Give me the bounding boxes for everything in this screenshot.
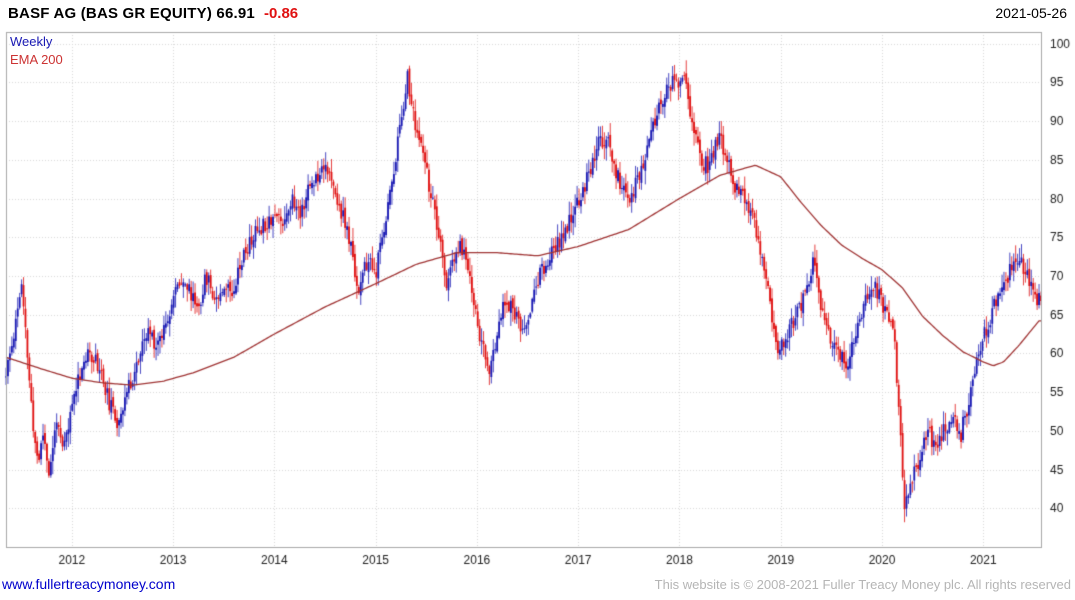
copyright-text: This website is © 2008-2021 Fuller Treac… [654, 577, 1071, 592]
page-footer: www.fullertreacymoney.com This website i… [0, 576, 1075, 600]
fullertreacymoney-link[interactable]: www.fullertreacymoney.com [2, 576, 176, 592]
